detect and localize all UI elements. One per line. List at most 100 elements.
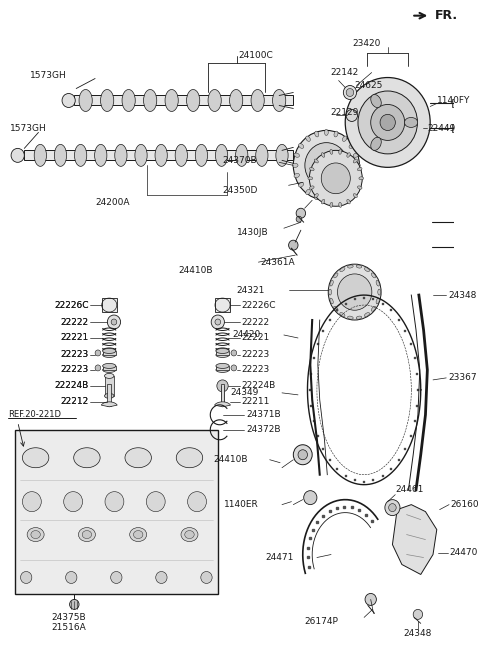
Ellipse shape <box>299 144 304 148</box>
Text: 22223: 22223 <box>60 365 88 374</box>
Circle shape <box>156 572 167 583</box>
Polygon shape <box>215 402 230 407</box>
Text: 22142: 22142 <box>330 68 359 77</box>
Ellipse shape <box>125 448 151 468</box>
Ellipse shape <box>315 131 319 137</box>
Ellipse shape <box>324 195 328 201</box>
Ellipse shape <box>355 164 360 168</box>
Circle shape <box>188 491 206 512</box>
Ellipse shape <box>353 153 359 157</box>
Polygon shape <box>101 402 117 407</box>
Text: 22212: 22212 <box>60 397 88 406</box>
Text: 24200A: 24200A <box>95 198 130 207</box>
Text: 24625: 24625 <box>355 81 383 90</box>
Text: 22222: 22222 <box>60 317 88 327</box>
Ellipse shape <box>372 273 375 278</box>
Ellipse shape <box>330 298 333 304</box>
Circle shape <box>413 610 422 620</box>
Ellipse shape <box>276 145 288 166</box>
Ellipse shape <box>216 367 229 373</box>
Ellipse shape <box>321 152 325 157</box>
Ellipse shape <box>34 145 47 166</box>
Text: 1140FY: 1140FY <box>437 96 470 105</box>
Circle shape <box>21 572 32 583</box>
Text: 24350D: 24350D <box>223 186 258 194</box>
Circle shape <box>305 143 348 188</box>
Ellipse shape <box>79 89 92 112</box>
Ellipse shape <box>372 306 375 311</box>
Bar <box>221 384 225 406</box>
Text: 1573GH: 1573GH <box>30 71 67 80</box>
Ellipse shape <box>306 136 310 141</box>
Circle shape <box>111 319 117 325</box>
Text: 22221: 22221 <box>60 334 88 342</box>
Text: 22222: 22222 <box>60 317 88 327</box>
Text: 22224B: 22224B <box>54 381 88 390</box>
Circle shape <box>296 208 306 218</box>
Ellipse shape <box>103 367 116 373</box>
Ellipse shape <box>115 145 127 166</box>
Ellipse shape <box>299 182 304 187</box>
Bar <box>458 244 466 250</box>
Text: 22223: 22223 <box>60 365 88 374</box>
Text: 22212: 22212 <box>60 397 88 406</box>
Text: 1140ER: 1140ER <box>224 500 258 509</box>
Text: 24471: 24471 <box>265 553 293 562</box>
Text: 24420: 24420 <box>232 330 260 340</box>
Ellipse shape <box>105 394 114 398</box>
Bar <box>452 124 460 133</box>
Ellipse shape <box>216 352 229 357</box>
Text: 22449: 22449 <box>427 124 456 133</box>
Ellipse shape <box>208 89 221 112</box>
Ellipse shape <box>364 267 370 271</box>
Ellipse shape <box>256 145 268 166</box>
Bar <box>103 366 116 370</box>
Circle shape <box>321 163 350 194</box>
Ellipse shape <box>155 145 168 166</box>
Ellipse shape <box>229 89 243 112</box>
Text: 24321: 24321 <box>237 286 265 294</box>
Bar <box>105 376 114 396</box>
Ellipse shape <box>103 348 116 353</box>
Circle shape <box>217 380 228 392</box>
Ellipse shape <box>321 199 325 204</box>
Circle shape <box>95 350 101 356</box>
Text: 24470: 24470 <box>449 548 478 557</box>
Ellipse shape <box>358 168 362 171</box>
Ellipse shape <box>122 89 135 112</box>
Polygon shape <box>393 505 437 574</box>
Ellipse shape <box>135 145 147 166</box>
Ellipse shape <box>353 173 359 177</box>
Circle shape <box>371 104 405 141</box>
Ellipse shape <box>356 316 362 319</box>
Ellipse shape <box>371 95 381 108</box>
Ellipse shape <box>376 281 379 286</box>
Ellipse shape <box>31 531 40 539</box>
Ellipse shape <box>349 182 354 187</box>
Text: 24100C: 24100C <box>239 51 273 60</box>
Circle shape <box>316 155 336 176</box>
Ellipse shape <box>359 177 364 180</box>
Ellipse shape <box>334 131 338 137</box>
Ellipse shape <box>251 89 264 112</box>
Ellipse shape <box>334 194 338 200</box>
Ellipse shape <box>74 145 87 166</box>
Ellipse shape <box>187 89 200 112</box>
Ellipse shape <box>339 202 342 208</box>
Ellipse shape <box>181 528 198 541</box>
Ellipse shape <box>165 89 178 112</box>
Circle shape <box>293 445 312 464</box>
Ellipse shape <box>340 313 345 317</box>
Text: 23367: 23367 <box>448 373 477 382</box>
Circle shape <box>62 93 75 108</box>
Bar <box>216 351 229 355</box>
Text: 22223: 22223 <box>241 350 270 359</box>
Text: 21516A: 21516A <box>51 623 86 632</box>
Circle shape <box>328 264 381 320</box>
Ellipse shape <box>95 145 107 166</box>
Circle shape <box>380 114 396 131</box>
Ellipse shape <box>329 289 332 295</box>
Bar <box>221 386 225 404</box>
Circle shape <box>211 315 225 329</box>
Bar <box>15 430 218 595</box>
